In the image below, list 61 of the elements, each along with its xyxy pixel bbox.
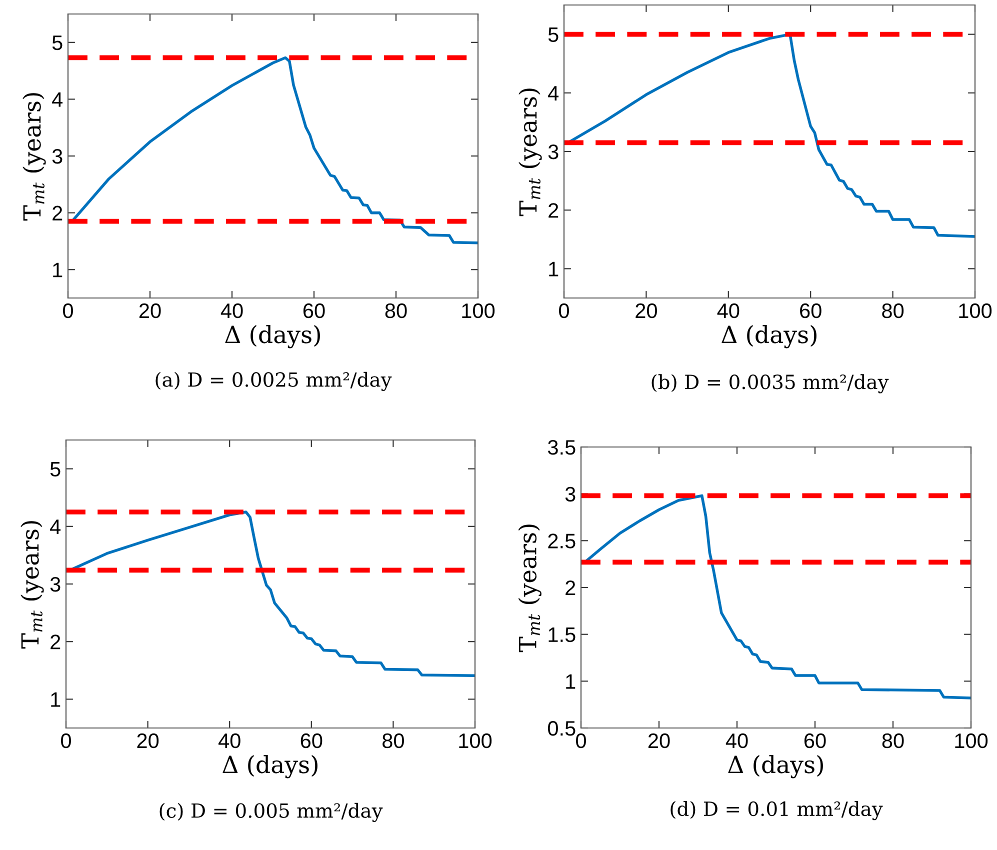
text: (c) D = 0.005 mm²/day bbox=[160, 802, 383, 822]
text: (d) D = 0.01 mm²/day bbox=[670, 801, 883, 820]
y-tick-label: 2.5 bbox=[548, 534, 576, 548]
x-tick-label: 100 bbox=[459, 733, 492, 748]
line-series bbox=[70, 56, 478, 244]
y-tick-label: 2 bbox=[548, 203, 558, 218]
x-tick-label: 20 bbox=[139, 303, 161, 318]
y-tick-label: 2 bbox=[50, 634, 60, 650]
y-tick-label: 5 bbox=[52, 36, 62, 50]
y-tick-label: 5 bbox=[548, 28, 558, 42]
y-tick-label: 4 bbox=[50, 520, 61, 534]
x-tick-label: 60 bbox=[300, 733, 322, 748]
x-axis-title: Δ (days) bbox=[225, 325, 320, 348]
x-tick-label: 20 bbox=[648, 733, 670, 748]
y-axis-title: T$_{mt}$ (years) bbox=[518, 524, 542, 652]
y-axis-title: T$_{mt}$ (years) bbox=[20, 521, 44, 649]
y-tick-label: 3 bbox=[548, 144, 558, 160]
x-tick-label: 40 bbox=[218, 733, 240, 748]
x-tick-label: 100 bbox=[959, 303, 992, 318]
x-tick-label: 100 bbox=[955, 733, 988, 748]
y-tick-label: 1 bbox=[566, 674, 576, 689]
text: (b) D = 0.0035 mm²/day bbox=[652, 374, 889, 394]
x-tick-label: 0 bbox=[559, 303, 569, 318]
x-axis-title: Δ (days) bbox=[728, 755, 823, 778]
x-tick-label: 80 bbox=[385, 303, 407, 318]
y-tick-label: 1.5 bbox=[548, 628, 576, 642]
y-tick-label: 3 bbox=[50, 577, 60, 592]
x-tick-label: 0 bbox=[63, 303, 73, 318]
y-tick-label: 3.5 bbox=[548, 440, 576, 455]
x-tick-label: 80 bbox=[382, 733, 404, 748]
y-tick-label: 5 bbox=[50, 462, 60, 477]
y-axis-title: T$_{mt}$ (years) bbox=[22, 93, 46, 221]
y-tick-label: 4 bbox=[548, 86, 559, 100]
x-tick-label: 100 bbox=[462, 303, 495, 318]
y-tick-label: 2 bbox=[566, 580, 576, 596]
x-tick-label: 80 bbox=[882, 303, 904, 318]
x-tick-label: 60 bbox=[804, 733, 826, 748]
line-series bbox=[584, 494, 971, 700]
y-tick-label: 1 bbox=[53, 262, 62, 278]
y-tick-label: 1 bbox=[549, 262, 558, 276]
x-tick-label: 20 bbox=[137, 733, 159, 748]
x-tick-label: 0 bbox=[61, 733, 71, 748]
x-tick-label: 40 bbox=[220, 303, 243, 318]
y-axis-title: T$_{mt}$ (years) bbox=[518, 88, 542, 216]
y-tick-label: 1 bbox=[51, 692, 60, 707]
y-tick-label: 4 bbox=[52, 92, 63, 107]
x-axis-title: Δ (days) bbox=[222, 755, 318, 778]
y-tick-label: 3 bbox=[565, 486, 576, 502]
y-tick-label: 0.5 bbox=[548, 721, 576, 736]
y-tick-label: 2 bbox=[52, 206, 62, 220]
y-tick-label: 3 bbox=[52, 149, 62, 164]
x-tick-label: 60 bbox=[303, 303, 325, 318]
x-tick-label: 40 bbox=[717, 303, 740, 318]
x-tick-label: 40 bbox=[726, 733, 748, 748]
x-tick-label: 60 bbox=[800, 303, 822, 318]
line-series bbox=[566, 32, 975, 238]
x-tick-label: 20 bbox=[636, 303, 657, 318]
text: (a) D = 0.0025 mm²/day bbox=[156, 372, 392, 391]
x-axis-title: Δ (days) bbox=[722, 325, 816, 348]
x-tick-label: 80 bbox=[882, 733, 904, 748]
x-tick-label: 0 bbox=[576, 733, 586, 748]
